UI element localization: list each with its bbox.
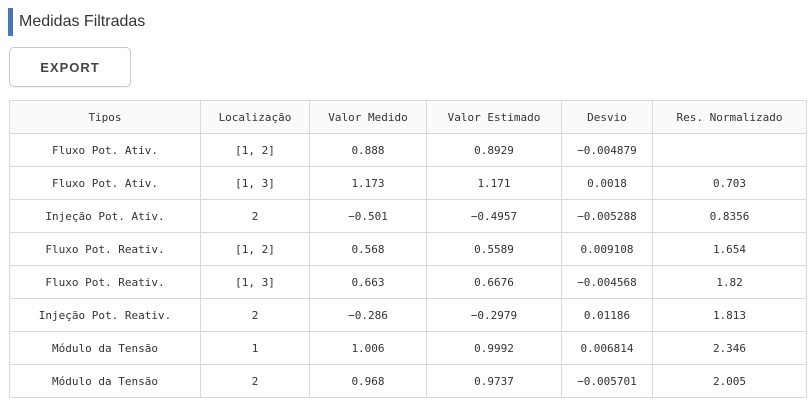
cell-valor-estimado: 1.171 [426, 166, 562, 200]
cell-res-normalizado: 2.346 [652, 331, 807, 365]
cell-tipo: Módulo da Tensão [9, 364, 201, 398]
cell-valor-estimado: −0.4957 [426, 199, 562, 233]
table-row: Fluxo Pot. Ativ. [1, 2] 0.888 0.8929 −0.… [9, 133, 807, 167]
cell-valor-medido: 1.006 [309, 331, 427, 365]
cell-valor-estimado: 0.9992 [426, 331, 562, 365]
cell-localizacao: [1, 2] [200, 133, 310, 167]
table-row: Injeção Pot. Ativ. 2 −0.501 −0.4957 −0.0… [9, 199, 807, 233]
column-header-tipos[interactable]: Tipos [9, 100, 201, 134]
cell-localizacao: 1 [200, 331, 310, 365]
table-row: Módulo da Tensão 2 0.968 0.9737 −0.00570… [9, 364, 807, 398]
cell-valor-estimado: 0.9737 [426, 364, 562, 398]
cell-desvio: 0.006814 [561, 331, 653, 365]
cell-res-normalizado: 1.654 [652, 232, 807, 266]
cell-res-normalizado: 0.8356 [652, 199, 807, 233]
cell-valor-medido: −0.501 [309, 199, 427, 233]
cell-tipo: Fluxo Pot. Ativ. [9, 133, 201, 167]
cell-valor-medido: 0.663 [309, 265, 427, 299]
column-header-res-normalizado[interactable]: Res. Normalizado [652, 100, 807, 134]
table-row: Injeção Pot. Reativ. 2 −0.286 −0.2979 0.… [9, 298, 807, 332]
cell-desvio: −0.005288 [561, 199, 653, 233]
cell-localizacao: [1, 3] [200, 166, 310, 200]
cell-tipo: Fluxo Pot. Reativ. [9, 232, 201, 266]
column-header-desvio[interactable]: Desvio [561, 100, 653, 134]
cell-res-normalizado: 1.813 [652, 298, 807, 332]
cell-localizacao: 2 [200, 364, 310, 398]
cell-tipo: Injeção Pot. Ativ. [9, 199, 201, 233]
cell-tipo: Fluxo Pot. Ativ. [9, 166, 201, 200]
table-row: Módulo da Tensão 1 1.006 0.9992 0.006814… [9, 331, 807, 365]
cell-valor-estimado: 0.8929 [426, 133, 562, 167]
column-header-valor-estimado[interactable]: Valor Estimado [426, 100, 562, 134]
column-header-localizacao[interactable]: Localização [200, 100, 310, 134]
cell-valor-medido: 0.968 [309, 364, 427, 398]
cell-res-normalizado: 2.005 [652, 364, 807, 398]
table-row: Fluxo Pot. Ativ. [1, 3] 1.173 1.171 0.00… [9, 166, 807, 200]
cell-localizacao: [1, 3] [200, 265, 310, 299]
table-row: Fluxo Pot. Reativ. [1, 2] 0.568 0.5589 0… [9, 232, 807, 266]
cell-valor-medido: 0.888 [309, 133, 427, 167]
cell-tipo: Módulo da Tensão [9, 331, 201, 365]
cell-valor-estimado: 0.5589 [426, 232, 562, 266]
cell-desvio: 0.009108 [561, 232, 653, 266]
column-header-valor-medido[interactable]: Valor Medido [309, 100, 427, 134]
page-title: Medidas Filtradas [19, 13, 146, 30]
cell-desvio: −0.004879 [561, 133, 653, 167]
cell-valor-medido: 0.568 [309, 232, 427, 266]
table-header-row: Tipos Localização Valor Medido Valor Est… [9, 100, 807, 134]
cell-res-normalizado: 0.703 [652, 166, 807, 200]
cell-localizacao: [1, 2] [200, 232, 310, 266]
cell-desvio: −0.005701 [561, 364, 653, 398]
cell-res-normalizado: 1.82 [652, 265, 807, 299]
measurements-table: Tipos Localização Valor Medido Valor Est… [9, 100, 807, 398]
export-button[interactable]: EXPORT [9, 47, 131, 87]
cell-res-normalizado [652, 133, 807, 167]
cell-valor-medido: 1.173 [309, 166, 427, 200]
cell-desvio: 0.01186 [561, 298, 653, 332]
cell-localizacao: 2 [200, 298, 310, 332]
page-header: Medidas Filtradas [8, 8, 145, 36]
cell-desvio: 0.0018 [561, 166, 653, 200]
cell-desvio: −0.004568 [561, 265, 653, 299]
cell-valor-medido: −0.286 [309, 298, 427, 332]
title-accent-bar [8, 8, 13, 36]
cell-valor-estimado: −0.2979 [426, 298, 562, 332]
cell-valor-estimado: 0.6676 [426, 265, 562, 299]
cell-localizacao: 2 [200, 199, 310, 233]
table-row: Fluxo Pot. Reativ. [1, 3] 0.663 0.6676 −… [9, 265, 807, 299]
cell-tipo: Fluxo Pot. Reativ. [9, 265, 201, 299]
cell-tipo: Injeção Pot. Reativ. [9, 298, 201, 332]
